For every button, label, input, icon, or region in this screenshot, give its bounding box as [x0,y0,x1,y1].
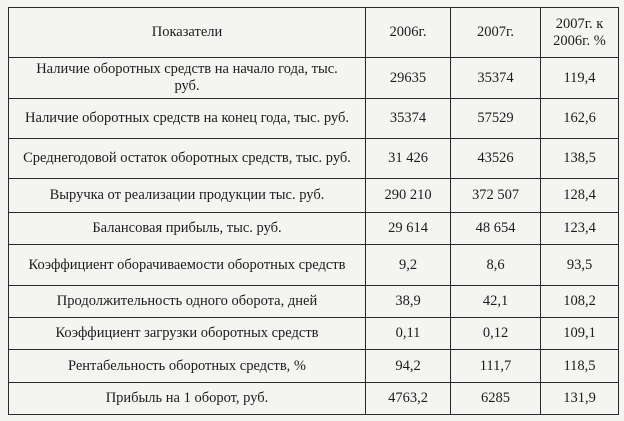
value-cell: 118,5 [540,349,619,383]
value-cell: 0,11 [365,317,451,350]
value-cell: 162,6 [540,98,619,139]
table-header: Показатели 2006г. 2007г. 2007г. к 2006г. % [8,7,619,58]
value-cell: 6285 [450,382,541,415]
row-label: Балансовая прибыль, тыс. руб. [8,212,366,245]
table-row: Прибыль на 1 оборот, руб. 4763,2 6285 131,9 [8,382,619,415]
value-cell: 109,1 [540,317,619,350]
header-cell: Показатели [8,7,366,58]
value-cell: 38,9 [365,285,451,318]
value-cell: 93,5 [540,244,619,286]
value-cell: 57529 [450,98,541,139]
value-cell: 123,4 [540,212,619,245]
row-label: Среднегодовой остаток оборотных средств,… [8,138,366,179]
row-label: Наличие оборотных средств на начало года… [8,57,366,99]
value-cell: 35374 [450,57,541,99]
value-cell: 119,4 [540,57,619,99]
value-cell: 108,2 [540,285,619,318]
table-row: Балансовая прибыль, тыс. руб. 29 614 48 65… [8,212,619,245]
value-cell: 42,1 [450,285,541,318]
value-cell: 0,12 [450,317,541,350]
row-label: Прибыль на 1 оборот, руб. [8,382,366,415]
header-cell: 2007г. к 2006г. % [540,7,619,58]
row-label: Рентабельность оборотных средств, % [8,349,366,383]
table-row: Коэффициент оборачиваемости оборотных ср… [8,244,619,286]
header-row: Показатели 2006г. 2007г. 2007г. к 2006г. % [8,7,619,58]
row-label: Продолжительность одного оборота, дней [8,285,366,318]
value-cell: 128,4 [540,178,619,213]
table-row: Выручка от реализации продукции тыс. руб… [8,178,619,213]
row-label: Коэффициент загрузки оборотных средств [8,317,366,350]
value-cell: 31 426 [365,138,451,179]
value-cell: 4763,2 [365,382,451,415]
value-cell: 290 210 [365,178,451,213]
header-cell: 2006г. [365,7,451,58]
value-cell: 9,2 [365,244,451,286]
table-row: Коэффициент загрузки оборотных средств 0,… [8,317,619,350]
row-label: Коэффициент оборачиваемости оборотных ср… [8,244,366,286]
header-cell: 2007г. [450,7,541,58]
data-table: Показатели 2006г. 2007г. 2007г. к 2006г. % … [8,7,619,415]
value-cell: 138,5 [540,138,619,179]
table-row: Продолжительность одного оборота, дней 38… [8,285,619,318]
table-row: Рентабельность оборотных средств, % 94,2 1… [8,349,619,383]
value-cell: 48 654 [450,212,541,245]
value-cell: 372 507 [450,178,541,213]
row-label: Выручка от реализации продукции тыс. руб… [8,178,366,213]
table-row: Наличие оборотных средств на начало года… [8,57,619,99]
table-body: Наличие оборотных средств на начало года… [8,57,619,415]
value-cell: 8,6 [450,244,541,286]
row-label: Наличие оборотных средств на конец года,… [8,98,366,139]
value-cell: 43526 [450,138,541,179]
value-cell: 29635 [365,57,451,99]
value-cell: 111,7 [450,349,541,383]
value-cell: 35374 [365,98,451,139]
table-row: Среднегодовой остаток оборотных средств,… [8,138,619,179]
table-row: Наличие оборотных средств на конец года,… [8,98,619,139]
value-cell: 29 614 [365,212,451,245]
value-cell: 94,2 [365,349,451,383]
value-cell: 131,9 [540,382,619,415]
